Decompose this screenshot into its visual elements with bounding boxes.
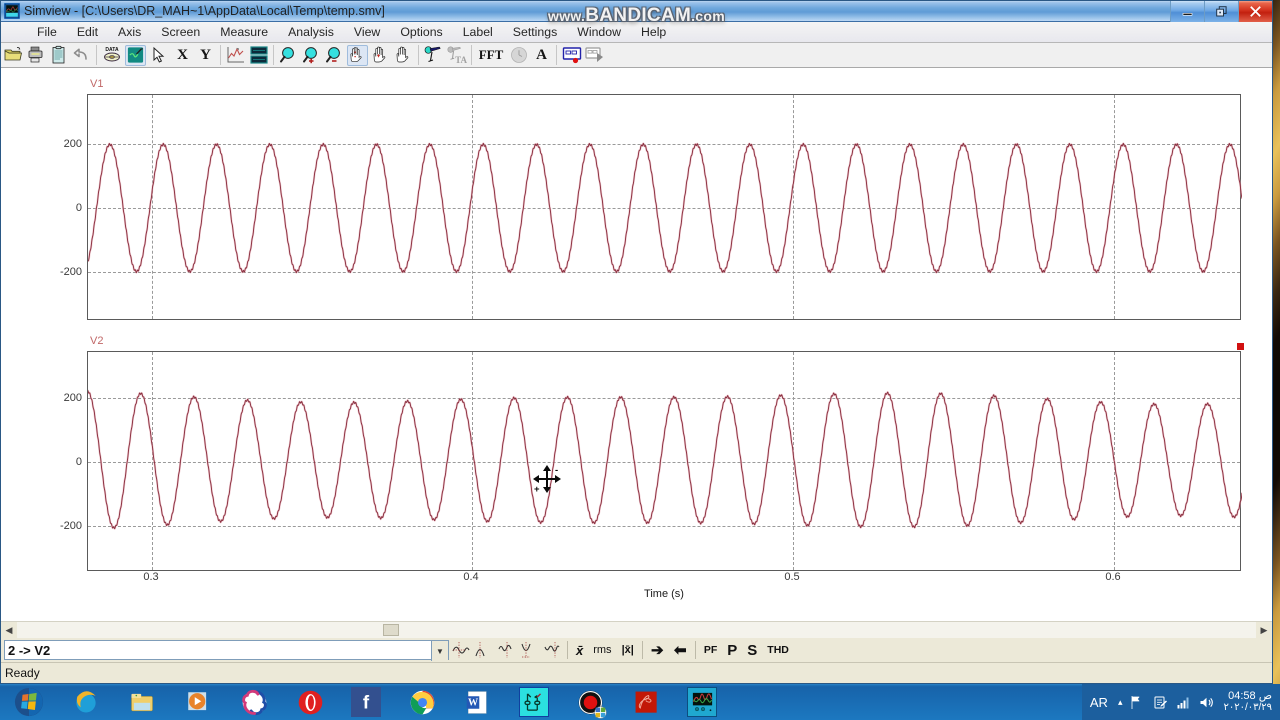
svg-text:W: W xyxy=(467,697,477,708)
svg-text:DATA: DATA xyxy=(105,47,119,53)
svg-text:+: + xyxy=(534,484,540,495)
svg-text:f: f xyxy=(363,692,370,713)
svg-text:-: - xyxy=(555,465,558,476)
